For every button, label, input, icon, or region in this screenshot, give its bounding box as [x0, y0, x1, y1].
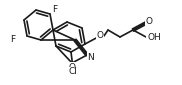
Text: F: F	[52, 5, 58, 14]
Text: F: F	[10, 35, 16, 44]
Text: O: O	[68, 62, 76, 71]
Text: O: O	[145, 16, 153, 26]
Text: O: O	[96, 32, 104, 40]
Text: Cl: Cl	[69, 67, 77, 76]
Text: N: N	[88, 53, 94, 62]
Text: OH: OH	[147, 33, 161, 42]
